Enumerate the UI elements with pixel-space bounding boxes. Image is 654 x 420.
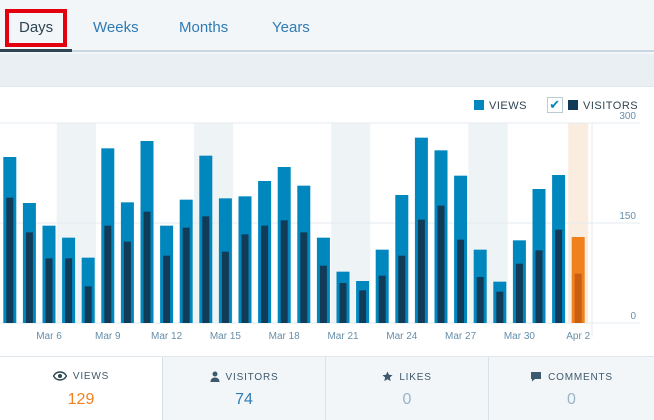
visitors-bar-mar-18 — [280, 220, 288, 323]
x-tick-label-mar-30: Mar 30 — [504, 331, 536, 342]
star-icon — [382, 371, 393, 382]
visitors-bar-mar-11 — [143, 211, 151, 323]
stat-views-label: VIEWS — [72, 371, 110, 382]
visitors-bar-mar-17 — [261, 225, 269, 323]
stat-likes-value: 0 — [402, 391, 412, 408]
x-tick-label-mar-15: Mar 15 — [210, 331, 242, 342]
stat-likes-label: LIKES — [399, 372, 432, 383]
annotation-highlight-box — [5, 9, 67, 47]
visitors-bar-mar-29 — [496, 291, 504, 323]
tab-days[interactable]: Days — [19, 19, 54, 36]
stat-views-label-row: VIEWS — [0, 371, 162, 382]
visitors-bar-apr-2 — [574, 273, 582, 323]
visitors-bar-mar-19 — [300, 232, 308, 323]
visitors-bar-mar-13 — [182, 227, 190, 323]
x-tick-label-mar-9: Mar 9 — [95, 331, 121, 342]
stat-comments-label: COMMENTS — [548, 372, 613, 383]
x-tick-label-mar-6: Mar 6 — [36, 331, 62, 342]
stat-likes[interactable]: LIKES 0 — [325, 357, 488, 420]
visitors-bar-mar-4 — [6, 197, 14, 323]
stat-visitors[interactable]: VISITORS 74 — [162, 357, 325, 420]
x-tick-label-mar-27: Mar 27 — [445, 331, 477, 342]
visitors-bar-mar-16 — [241, 234, 249, 323]
visitors-bar-mar-25 — [417, 219, 425, 323]
stat-comments-value: 0 — [567, 391, 576, 408]
visitors-bar-mar-28 — [476, 277, 484, 323]
stat-views-value: 129 — [67, 391, 95, 408]
stat-visitors-value: 74 — [235, 391, 253, 408]
visitors-bar-mar-6 — [45, 258, 53, 323]
visitors-bar-mar-5 — [25, 232, 33, 323]
stat-visitors-label: VISITORS — [225, 372, 279, 383]
period-tabs: Days Weeks Months Years — [0, 0, 654, 52]
bar-chart: Mar 6 Mar 9 Mar 12 Mar 15 Mar 18 Mar 21 Mar 24… — [0, 111, 640, 342]
x-tick-label-mar-12: Mar 12 — [151, 331, 183, 342]
stat-likes-label-row: LIKES — [326, 371, 488, 383]
x-tick-label-mar-21: Mar 21 — [327, 331, 359, 342]
tab-months[interactable]: Months — [179, 19, 229, 36]
y-tick-label-0: 0 — [630, 311, 636, 322]
visitors-bar-mar-15 — [221, 251, 229, 323]
visitors-toggle-checkbox[interactable]: ✔ — [547, 97, 563, 113]
visitors-bar-mar-14 — [202, 216, 210, 323]
tab-years[interactable]: Years — [272, 19, 310, 36]
stat-comments-label-row: COMMENTS — [489, 371, 654, 383]
visitors-bar-mar-27 — [457, 239, 465, 323]
tab-weeks[interactable]: Weeks — [93, 19, 139, 36]
legend-views-label: VIEWS — [489, 100, 527, 112]
visitors-bar-mar-8 — [84, 286, 92, 323]
comment-icon — [531, 372, 542, 382]
stat-comments[interactable]: COMMENTS 0 — [488, 357, 654, 420]
visitors-bar-mar-31 — [535, 250, 543, 323]
legend-views: VIEWS — [474, 100, 527, 112]
chart-card: Mar 6 Mar 9 Mar 12 Mar 15 Mar 18 Mar 21 Mar 24… — [0, 86, 654, 356]
x-tick-label-mar-18: Mar 18 — [269, 331, 301, 342]
views-swatch — [474, 100, 484, 110]
stat-views[interactable]: VIEWS 129 — [0, 357, 162, 420]
visitors-bar-mar-23 — [378, 275, 386, 323]
y-tick-label-300: 300 — [619, 111, 636, 122]
stats-summary: VIEWS 129 VISITORS 74 LIKES 0 — [0, 356, 654, 420]
visitors-bar-mar-9 — [104, 225, 112, 323]
visitors-swatch — [568, 100, 578, 110]
eye-icon — [52, 371, 67, 381]
person-icon — [210, 371, 220, 382]
legend-visitors-label: VISITORS — [583, 100, 639, 112]
active-tab-indicator — [0, 49, 72, 52]
section-divider — [0, 54, 654, 86]
stat-visitors-label-row: VISITORS — [163, 371, 325, 383]
visitors-bar-mar-7 — [65, 258, 73, 323]
visitors-bar-mar-30 — [515, 263, 523, 323]
visitors-bar-apr-1 — [555, 229, 563, 323]
x-tick-label-apr-2: Apr 2 — [566, 331, 590, 342]
legend-visitors[interactable]: VISITORS — [568, 100, 638, 112]
y-tick-label-150: 150 — [619, 211, 636, 222]
visitors-bar-mar-12 — [163, 255, 171, 323]
visitors-bar-mar-26 — [437, 205, 445, 323]
visitors-bar-mar-24 — [398, 255, 406, 323]
visitors-bar-mar-21 — [339, 283, 347, 323]
visitors-bar-mar-20 — [319, 265, 327, 323]
x-tick-label-mar-24: Mar 24 — [386, 331, 418, 342]
visitors-bar-mar-10 — [123, 241, 131, 323]
visitors-bar-mar-22 — [359, 290, 367, 323]
